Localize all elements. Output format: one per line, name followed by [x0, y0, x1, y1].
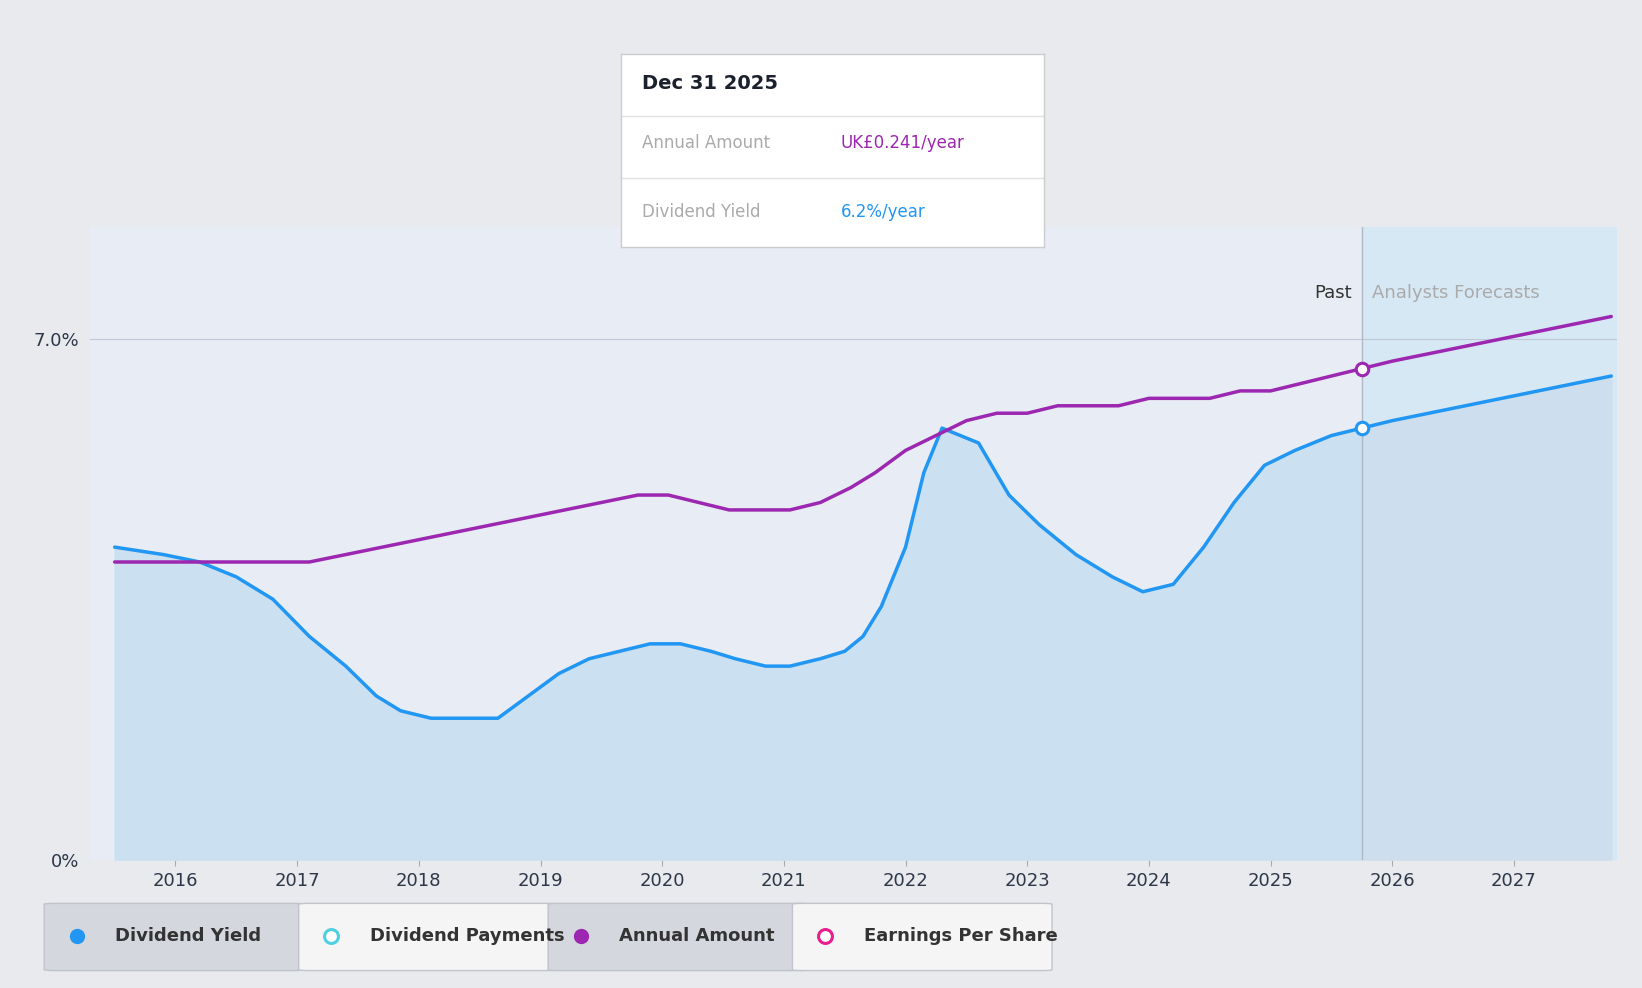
- Bar: [1361, 227, 1617, 860]
- Text: Dec 31 2025: Dec 31 2025: [642, 74, 778, 93]
- Text: Past: Past: [1315, 284, 1351, 301]
- Text: Annual Amount: Annual Amount: [619, 927, 775, 946]
- Text: Dividend Payments: Dividend Payments: [369, 927, 565, 946]
- FancyBboxPatch shape: [793, 903, 1053, 970]
- FancyBboxPatch shape: [299, 903, 558, 970]
- Text: Dividend Yield: Dividend Yield: [642, 204, 760, 221]
- Text: Earnings Per Share: Earnings Per Share: [864, 927, 1057, 946]
- FancyBboxPatch shape: [548, 903, 808, 970]
- Text: 6.2%/year: 6.2%/year: [841, 204, 926, 221]
- Text: UK£0.241/year: UK£0.241/year: [841, 134, 965, 152]
- Text: Annual Amount: Annual Amount: [642, 134, 770, 152]
- Text: Dividend Yield: Dividend Yield: [115, 927, 261, 946]
- FancyBboxPatch shape: [44, 903, 304, 970]
- Text: Analysts Forecasts: Analysts Forecasts: [1371, 284, 1539, 301]
